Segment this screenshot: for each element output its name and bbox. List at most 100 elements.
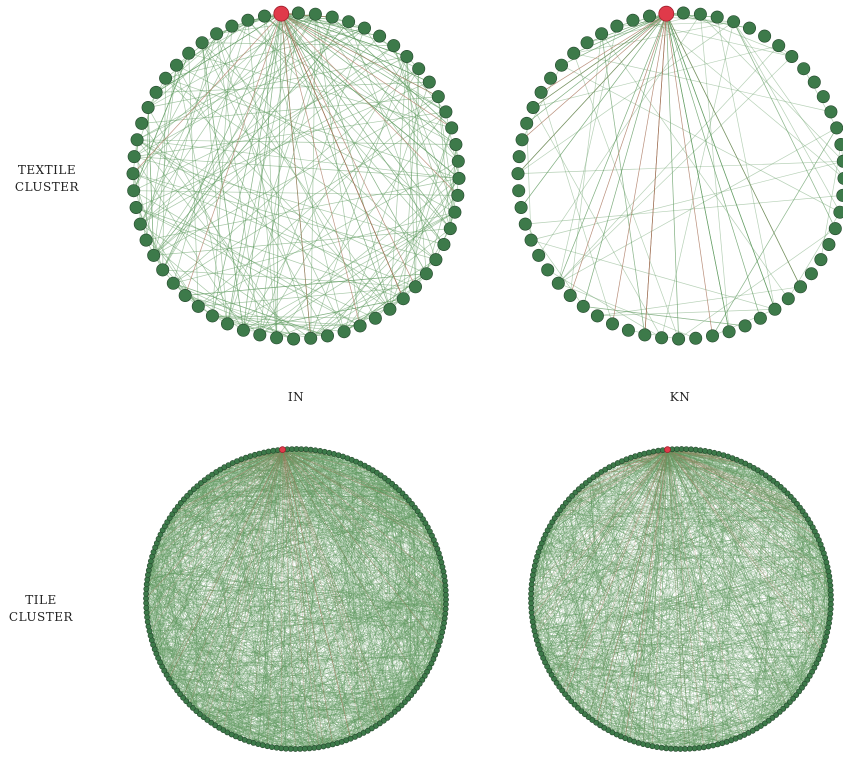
edge [231, 671, 428, 735]
edge [146, 617, 360, 736]
edge [733, 21, 843, 178]
edge [733, 21, 841, 213]
edge [177, 690, 301, 750]
node [449, 138, 463, 152]
edge [276, 456, 344, 748]
node [593, 719, 600, 726]
edge [212, 315, 361, 327]
edge [147, 557, 441, 576]
hub-edge [200, 449, 283, 484]
edge [208, 477, 442, 563]
node [551, 276, 565, 290]
edge [530, 598, 769, 721]
edge [517, 160, 843, 174]
node [705, 329, 719, 343]
edge [544, 449, 668, 663]
edge [790, 496, 831, 610]
edge [410, 594, 447, 696]
edge [150, 560, 418, 688]
node [816, 90, 830, 104]
node [273, 744, 280, 751]
node [512, 184, 526, 198]
edge [769, 477, 797, 696]
edge [564, 613, 831, 695]
node [590, 474, 597, 481]
edge [153, 65, 177, 256]
node [287, 746, 294, 752]
node [565, 694, 571, 701]
edge [437, 96, 451, 229]
hub-edge [532, 13, 667, 108]
edge [167, 469, 373, 523]
edge [553, 663, 817, 680]
hub-edge [667, 449, 742, 462]
hub-edge [231, 13, 282, 27]
edge [189, 448, 297, 705]
node [265, 448, 272, 455]
edge [140, 223, 311, 339]
hub-edge [616, 449, 668, 735]
hub-edge [282, 449, 310, 749]
hub-edge [183, 449, 283, 500]
edge [543, 538, 601, 726]
hub-edge [282, 449, 409, 501]
node [253, 328, 267, 342]
edge [384, 477, 446, 610]
node [797, 62, 811, 76]
hub-edge [166, 449, 283, 675]
node [814, 253, 828, 267]
edge [212, 315, 376, 319]
edge [814, 571, 829, 668]
edge [310, 195, 459, 339]
edge [157, 482, 202, 659]
edge [558, 282, 696, 339]
hub-edge [282, 449, 439, 647]
edge [574, 704, 777, 716]
edge [406, 56, 416, 287]
hub-edge [282, 449, 415, 508]
edge [133, 12, 299, 157]
hub-edge [667, 449, 828, 633]
edge [612, 732, 714, 746]
node [597, 722, 603, 729]
hub-edge [169, 449, 283, 519]
node [791, 497, 797, 504]
hub-edge [282, 449, 446, 614]
edge [541, 535, 818, 654]
node [526, 101, 540, 115]
hub-edge [248, 449, 283, 742]
edge [601, 33, 646, 335]
node [801, 680, 808, 687]
row-label-tile-line2: CLUSTER [9, 610, 74, 624]
edge [543, 622, 830, 659]
edge [363, 604, 447, 734]
node [441, 620, 447, 626]
node [191, 299, 205, 313]
edge [567, 459, 737, 698]
edge [535, 503, 798, 562]
hub-edge [592, 449, 668, 721]
edge [534, 594, 831, 632]
node [528, 590, 534, 597]
node [396, 487, 402, 493]
node [177, 499, 184, 506]
node [396, 292, 410, 306]
node [312, 447, 319, 454]
hub-edge [533, 449, 668, 627]
hub-edge [282, 449, 441, 558]
edge [167, 511, 418, 523]
hub-edge [665, 13, 679, 340]
node [383, 302, 397, 316]
node [317, 447, 323, 454]
edge [253, 500, 410, 744]
edge [147, 448, 293, 576]
node [168, 679, 175, 686]
hub-edge [282, 449, 445, 619]
edge [310, 259, 437, 339]
node [827, 606, 834, 612]
edge [132, 173, 436, 260]
hub-edge [667, 449, 821, 655]
node [437, 238, 451, 252]
hub-edge [282, 449, 388, 718]
edge [393, 45, 456, 213]
